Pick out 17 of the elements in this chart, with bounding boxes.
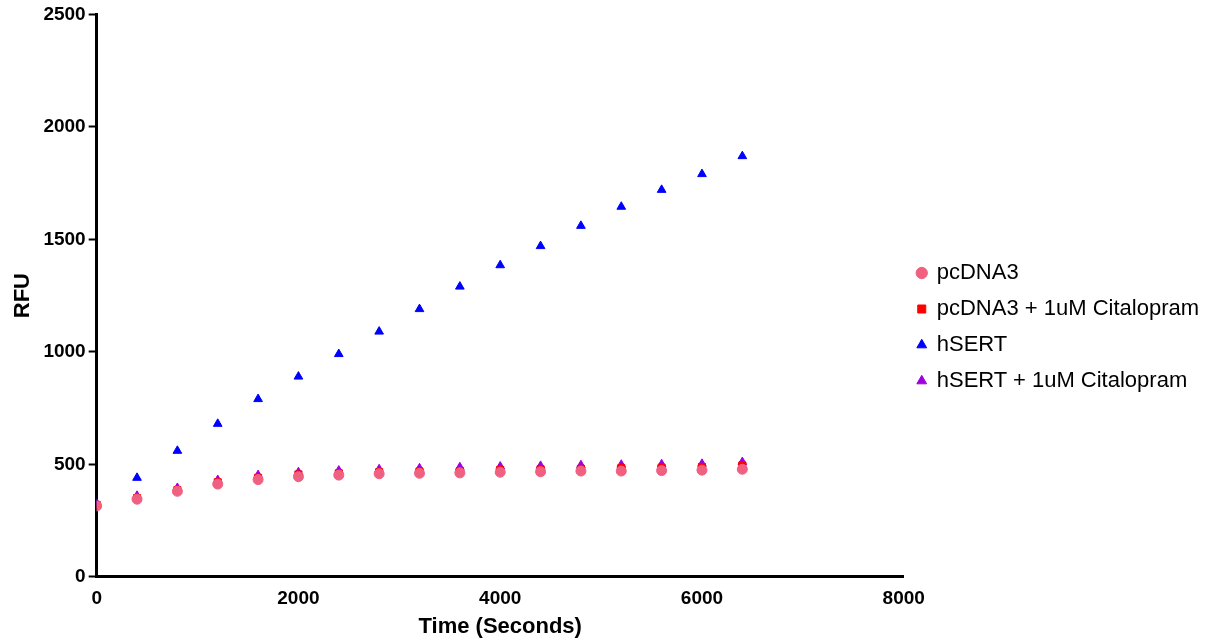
y-tick-label: 2500 xyxy=(43,2,86,24)
x-tick-label: 8000 xyxy=(882,587,925,609)
x-tick-label: 0 xyxy=(91,587,102,609)
legend-label: hSERT xyxy=(936,331,1008,357)
x-tick-label: 2000 xyxy=(277,587,320,609)
y-axis-title: RFU xyxy=(9,272,35,319)
y-tick-label: 2000 xyxy=(43,115,86,137)
x-axis-title: Time (Seconds) xyxy=(418,612,582,638)
y-tick-label: 500 xyxy=(53,452,86,474)
legend-label: pcDNA3 + 1uM Citalopram xyxy=(936,295,1200,321)
x-tick-label: 4000 xyxy=(479,587,522,609)
y-tick-label: 1500 xyxy=(43,227,86,249)
x-tick-label: 6000 xyxy=(680,587,724,609)
legend-label: pcDNA3 xyxy=(936,259,1019,285)
legend-label: hSERT + 1uM Citalopram xyxy=(936,367,1188,393)
y-tick-label: 1000 xyxy=(43,340,86,362)
y-tick-label: 0 xyxy=(75,565,86,587)
